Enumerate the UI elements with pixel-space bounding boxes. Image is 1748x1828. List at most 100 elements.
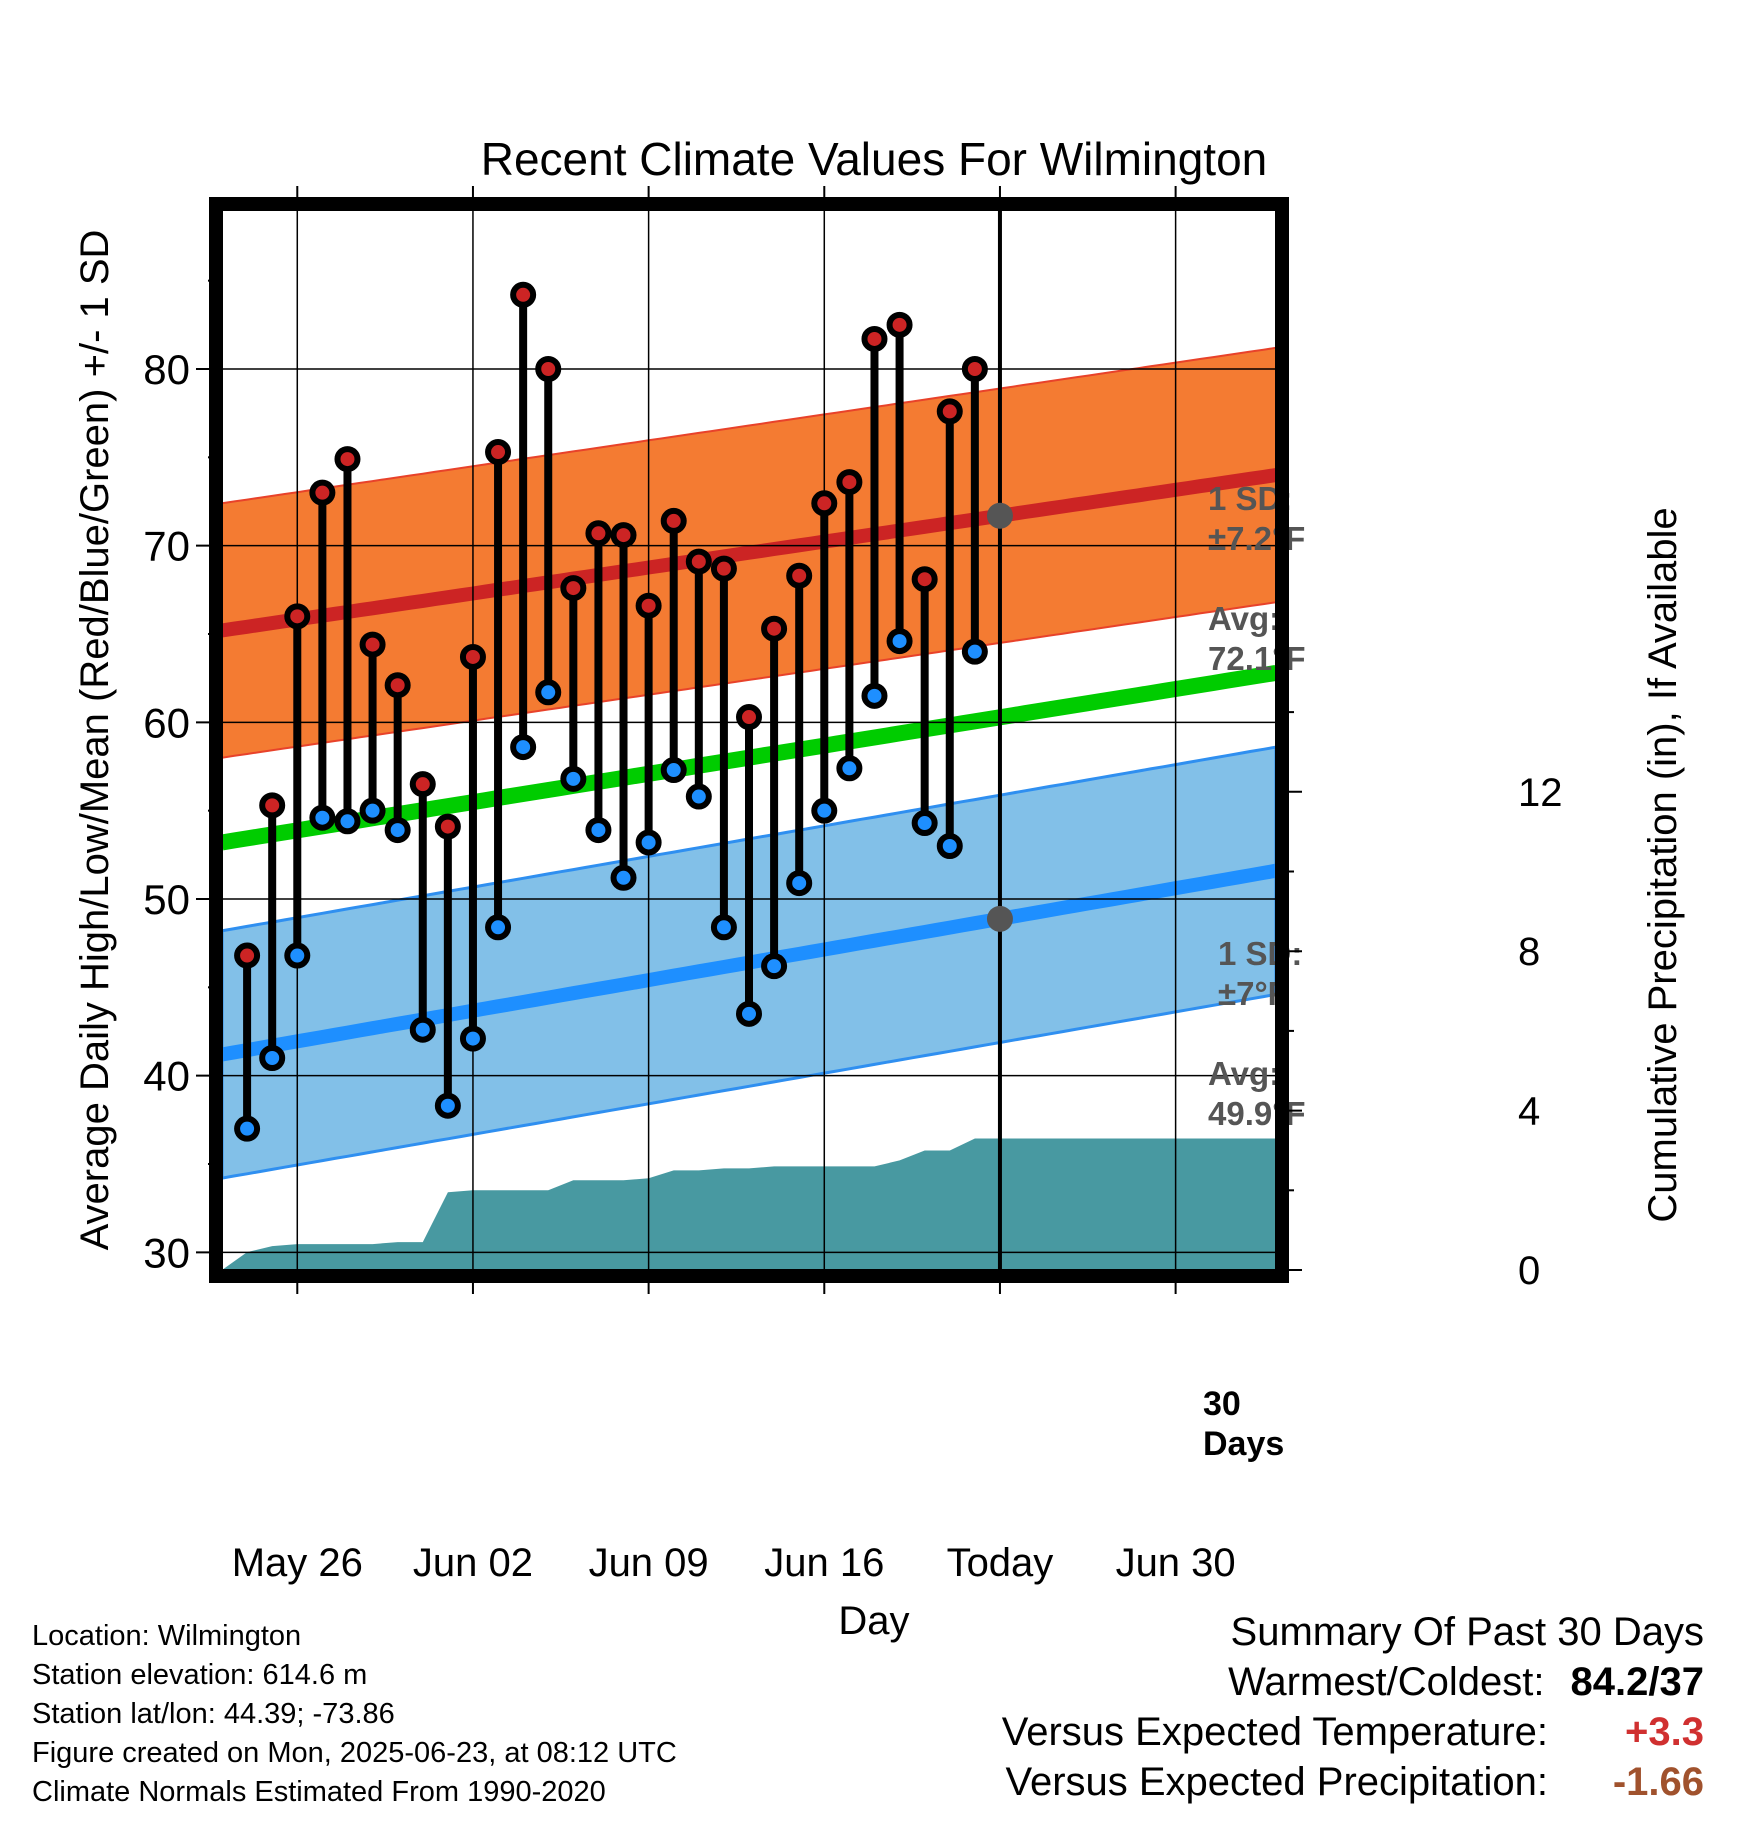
daily-high-point	[284, 603, 311, 630]
daily-low-point	[911, 810, 938, 837]
daily-low-point	[409, 1016, 436, 1043]
daily-high-point	[234, 942, 261, 969]
low-avg-annotation: Avg: 49.9°F	[1208, 1055, 1306, 1132]
daily-low-point	[861, 682, 888, 709]
daily-low-point	[585, 817, 612, 844]
summary-warmest-value: 84.2/37	[1570, 1660, 1704, 1704]
y-right-tick-label: 12	[1518, 771, 1563, 815]
y-tick-label: 30	[143, 1229, 190, 1276]
precip-area	[222, 1138, 1276, 1270]
daily-low-point	[811, 797, 838, 824]
daily-low-point	[710, 914, 737, 941]
summary-warmest-row: Warmest/Coldest: 84.2/37	[1228, 1660, 1704, 1705]
y-right-tick-label: 4	[1518, 1090, 1540, 1134]
x-tick-label: May 26	[232, 1541, 363, 1585]
daily-high-point	[510, 281, 537, 308]
daily-high-point	[635, 592, 662, 619]
daily-high-point	[961, 356, 988, 382]
daily-high-point	[334, 446, 361, 473]
daily-high-point	[485, 439, 512, 466]
location-text: Location: Wilmington	[32, 1620, 302, 1652]
y-tick-label: 60	[143, 699, 190, 746]
normals-text: Climate Normals Estimated From 1990-2020	[32, 1776, 606, 1808]
summary-temp-row: Versus Expected Temperature: +3.3	[1002, 1710, 1704, 1755]
daily-low-point	[334, 808, 361, 835]
daily-high-point	[585, 520, 612, 547]
daily-high-point	[535, 356, 562, 382]
elevation-text: Station elevation: 614.6 m	[32, 1659, 368, 1691]
daily-low-point	[560, 765, 587, 792]
summary-title: Summary Of Past 30 Days	[1230, 1610, 1704, 1654]
daily-low-point	[961, 638, 988, 665]
daily-high-point	[786, 562, 813, 589]
daily-low-point	[836, 755, 863, 782]
daily-low-point	[535, 679, 562, 706]
y-tick-label: 50	[143, 876, 190, 923]
y-tick-label: 80	[143, 346, 190, 393]
daily-low-point	[736, 1000, 762, 1027]
x-tick-label: Jun 09	[589, 1541, 709, 1585]
daily-low-point	[510, 734, 537, 761]
daily-low-point	[886, 628, 913, 655]
daily-low-point	[610, 864, 637, 891]
today-low-avg-marker	[986, 905, 1013, 932]
daily-low-point	[660, 757, 687, 784]
y-right-tick-label: 0	[1518, 1249, 1540, 1293]
daily-low-point	[459, 1025, 486, 1052]
y-right-tick-label: 8	[1518, 930, 1540, 974]
chart-title: Recent Climate Values For Wilmington	[481, 133, 1268, 185]
high-avg-annotation: Avg: 72.1°F	[1208, 600, 1306, 677]
daily-low-point	[259, 1045, 286, 1071]
daily-low-point	[786, 870, 813, 897]
daily-high-point	[685, 548, 712, 575]
daily-high-point	[736, 704, 762, 731]
daily-high-point	[309, 479, 336, 506]
daily-low-point	[284, 942, 311, 969]
daily-low-point	[635, 829, 662, 856]
daily-high-point	[836, 469, 863, 496]
summary-precip-value: -1.66	[1612, 1760, 1704, 1804]
x-tick-label: Jun 02	[413, 1541, 533, 1585]
normal-high-line	[222, 468, 1276, 638]
summary-precip-row: Versus Expected Precipitation: -1.66	[1005, 1760, 1704, 1805]
x-tick-label: Jun 30	[1116, 1541, 1236, 1585]
daily-high-point	[710, 555, 737, 582]
y-right-axis-label: Cumulative Precipitation (in), If Availa…	[1641, 507, 1685, 1222]
window-annotation: 30 Days	[1203, 1385, 1284, 1463]
summary-warmest-label: Warmest/Coldest:	[1228, 1660, 1545, 1704]
daily-high-point	[886, 311, 913, 338]
x-tick-label: Jun 16	[764, 1541, 884, 1585]
daily-low-point	[309, 804, 336, 831]
daily-low-point	[936, 833, 963, 859]
daily-high-point	[259, 792, 286, 819]
daily-low-point	[234, 1115, 261, 1142]
y-axis-label: Average Daily High/Low/Mean (Red/Blue/Gr…	[73, 230, 117, 1251]
daily-high-point	[434, 813, 461, 840]
daily-low-point	[485, 914, 512, 941]
daily-high-point	[936, 398, 963, 425]
daily-high-point	[811, 490, 838, 517]
daily-high-point	[610, 522, 637, 549]
daily-high-point	[384, 672, 411, 699]
daily-high-point	[660, 507, 687, 534]
daily-high-point	[911, 566, 938, 593]
summary-precip-label: Versus Expected Precipitation:	[1005, 1760, 1548, 1804]
daily-high-point	[560, 575, 587, 602]
y-tick-label: 40	[143, 1053, 190, 1100]
daily-high-point	[409, 771, 436, 798]
daily-low-point	[359, 797, 386, 824]
today-high-avg-marker	[986, 502, 1013, 529]
daily-high-point	[761, 615, 788, 642]
created-text: Figure created on Mon, 2025-06-23, at 08…	[32, 1737, 677, 1769]
daily-high-point	[459, 643, 486, 670]
x-axis-label: Day	[838, 1599, 909, 1643]
x-tick-label: Today	[947, 1541, 1054, 1585]
latlon-text: Station lat/lon: 44.39; -73.86	[32, 1698, 395, 1730]
daily-low-point	[434, 1092, 461, 1119]
daily-low-point	[761, 953, 788, 980]
summary-temp-value: +3.3	[1625, 1710, 1704, 1754]
daily-high-point	[359, 631, 386, 658]
plot-frame	[209, 197, 1289, 1283]
y-tick-label: 70	[143, 523, 190, 570]
